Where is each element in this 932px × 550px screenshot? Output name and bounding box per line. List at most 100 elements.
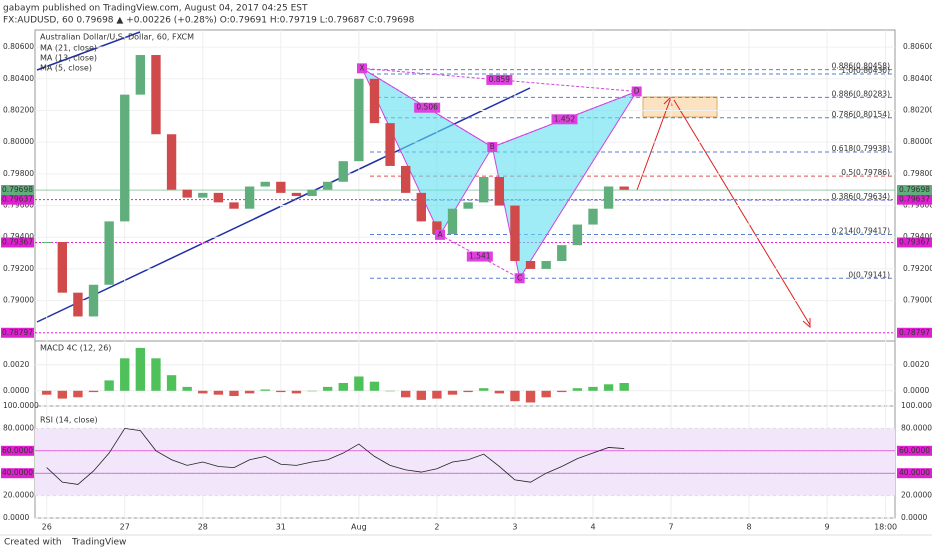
ratio-label: 1.452 [554,114,576,123]
macd-bar [104,380,114,391]
pattern-point-box [435,229,446,240]
level-label: 40.0000 [2,468,33,477]
x-tick-label: Aug [351,523,367,532]
candle [401,165,411,193]
fib-label: 0.786(0.80154) [832,110,890,119]
y-tick-label: 0.0000 [901,513,927,522]
macd-bar [619,382,629,391]
macd-bar [401,390,411,398]
y-tick-label: 100.0000 [901,401,932,410]
x-tick-label: 26 [42,523,52,532]
y-tick-label: 0.80400 [903,74,932,83]
fib-label: 0.386(0.79634) [832,192,890,201]
candle [57,241,67,293]
macd-bar [447,390,458,395]
x-tick-label: 27 [120,523,130,532]
level-label-box [897,237,932,248]
candle [385,123,395,166]
y-tick-label: 0.80000 [3,137,34,146]
last-price-label: 0.79698 [2,185,33,194]
level-label: 40.0000 [899,468,930,477]
candle [88,284,99,317]
pattern-point-label: D [634,86,640,95]
macd-bar [198,390,208,394]
y-tick-label: 0.80200 [3,105,34,114]
candle [322,181,333,190]
y-tick-label: 0.79400 [3,232,34,241]
macd-bar [166,375,177,391]
y-tick-label: 0.0000 [903,386,929,395]
candle [135,55,146,95]
arrow [673,99,811,329]
fib-label: 0.886(0.80458) [832,62,890,71]
ratio-box [414,102,441,113]
y-tick-label: 0.80400 [3,74,34,83]
candle [198,192,208,198]
last-price-label: 0.79698 [899,185,930,194]
x-tick-label: 18:00 [874,523,897,532]
trend-line [36,31,141,71]
publisher: gabaym published on TradingView.com, Aug… [3,4,308,14]
layer: 26 27 28 31 Aug 2 3 4 7 8 9 18:00 0.80600 0.80600 0.80… [1,30,932,532]
candle [276,181,286,193]
y-tick-label: 0.0020 [903,360,929,369]
candle [369,78,380,124]
macd-bar [354,376,364,391]
pattern-point-label: X [359,63,364,72]
ratio-box [551,114,578,125]
y-tick-label: 0.79000 [3,296,34,305]
ratio-box [486,74,513,85]
pattern-point-box [631,86,642,97]
y-tick-label: 20.0000 [3,491,34,500]
quote: FX:AUDUSD, 60 0.79698 ▲ +0.00226 (+0.28%… [3,16,415,26]
macd-bar [525,390,536,403]
pattern-point-box [356,63,367,74]
candle [541,260,551,269]
fib-label: 0.5(0.79786) [841,168,890,177]
macd-bar [307,390,317,392]
fib-label: 0.618(0.79938) [832,144,890,153]
candle [479,177,489,203]
y-tick-label: 0.80600 [903,42,932,51]
x-tick-label: 8 [747,523,752,532]
candle [447,208,458,235]
rsi-band [35,428,895,496]
fib-label: 0(0.79141) [848,270,890,279]
ratio-label: 0.506 [416,103,438,112]
y-tick-label: 20.0000 [901,491,932,500]
level-label-box [1,237,34,248]
level-label-box [897,468,932,479]
level-label: 0.79367 [2,237,33,246]
candle [557,245,567,261]
y-tick-label: 0.79800 [903,169,932,178]
macd-bar [73,390,83,398]
y-tick-label: 80.0000 [3,423,34,432]
macd-bar [494,390,505,394]
y-tick-label: 0.79200 [3,264,34,273]
candle [166,134,177,190]
macd-bar [42,390,52,395]
macd-bar [260,389,270,391]
level-label-box [897,194,932,205]
level-label-box [897,327,932,338]
macd-bar [603,384,614,391]
level-label-box [1,194,34,205]
candle [291,192,302,197]
candle [229,202,239,209]
y-tick-label: 100.0000 [3,401,39,410]
y-tick-label: 0.80200 [903,105,932,114]
candle [619,186,629,190]
fib-label: 1.0(0.80430) [841,66,890,75]
last-price-label-box [1,185,34,196]
ratio-box [466,251,493,262]
candle [432,221,442,235]
candle [463,202,473,209]
macd-bar [322,386,333,391]
macd-bar [385,390,395,392]
candle [73,292,83,317]
y-tick-label: 0.79000 [903,296,932,305]
macd-bar [432,390,442,399]
candle [120,94,130,222]
macd-bar [88,390,99,393]
